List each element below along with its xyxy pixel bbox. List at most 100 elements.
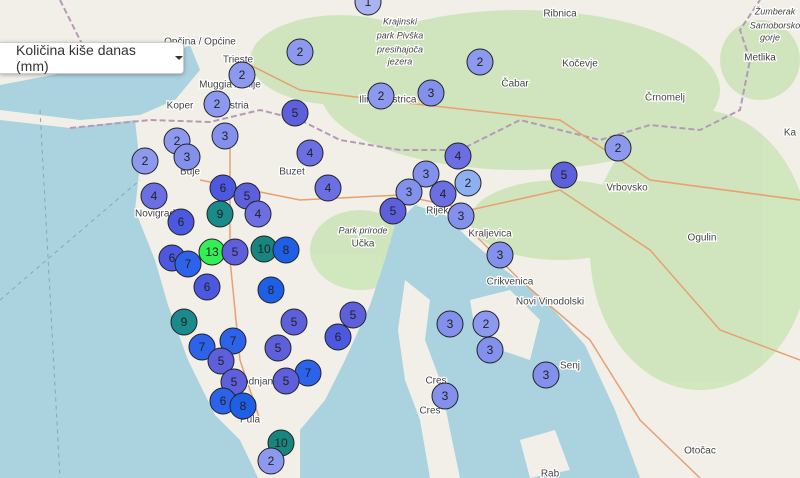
marker-circle[interactable] <box>444 142 472 170</box>
marker-circle[interactable] <box>140 182 168 210</box>
marker-circle[interactable] <box>228 61 256 89</box>
rain-marker[interactable]: 2 <box>604 134 632 162</box>
marker-circle[interactable] <box>229 392 257 420</box>
rain-marker[interactable]: 5 <box>264 334 292 362</box>
layer-dropdown[interactable]: Količina kiše danas (mm) <box>0 42 184 74</box>
rain-marker[interactable]: 3 <box>532 361 560 389</box>
marker-circle[interactable] <box>550 161 578 189</box>
rain-marker[interactable]: 9 <box>206 200 234 228</box>
rain-marker[interactable]: 6 <box>209 387 237 415</box>
rain-marker[interactable]: 3 <box>436 310 464 338</box>
rain-marker[interactable]: 5 <box>339 301 367 329</box>
rain-marker[interactable]: 10 <box>250 235 278 263</box>
marker-circle[interactable] <box>472 310 500 338</box>
rain-marker[interactable]: 3 <box>395 178 423 206</box>
marker-circle[interactable] <box>188 333 216 361</box>
rain-marker[interactable]: 4 <box>314 174 342 202</box>
rain-marker[interactable]: 5 <box>379 197 407 225</box>
marker-circle[interactable] <box>296 139 324 167</box>
marker-circle[interactable] <box>193 273 221 301</box>
marker-circle[interactable] <box>211 122 239 150</box>
marker-circle[interactable] <box>367 82 395 110</box>
rain-marker[interactable]: 2 <box>228 61 256 89</box>
rain-marker[interactable]: 5 <box>207 347 235 375</box>
rain-marker[interactable]: 8 <box>257 276 285 304</box>
rain-marker[interactable]: 9 <box>170 308 198 336</box>
marker-circle[interactable] <box>431 382 459 410</box>
rain-marker[interactable]: 2 <box>286 38 314 66</box>
rain-marker[interactable]: 7 <box>174 250 202 278</box>
marker-circle[interactable] <box>379 197 407 225</box>
rain-marker[interactable]: 6 <box>167 208 195 236</box>
marker-circle[interactable] <box>486 241 514 269</box>
rain-marker[interactable]: 1 <box>354 0 382 16</box>
marker-circle[interactable] <box>174 250 202 278</box>
marker-circle[interactable] <box>280 308 308 336</box>
rain-marker[interactable]: 2 <box>367 82 395 110</box>
marker-circle[interactable] <box>286 38 314 66</box>
rain-marker[interactable]: 5 <box>272 367 300 395</box>
marker-circle[interactable] <box>447 202 475 230</box>
marker-circle[interactable] <box>395 178 423 206</box>
marker-circle[interactable] <box>532 361 560 389</box>
rain-marker[interactable]: 2 <box>257 447 285 475</box>
marker-circle[interactable] <box>203 90 231 118</box>
rain-marker[interactable]: 2 <box>454 169 482 197</box>
marker-circle[interactable] <box>257 276 285 304</box>
marker-circle[interactable] <box>604 134 632 162</box>
rain-marker[interactable]: 5 <box>221 238 249 266</box>
rain-marker[interactable]: 2 <box>472 310 500 338</box>
marker-circle[interactable] <box>206 200 234 228</box>
marker-circle[interactable] <box>219 327 247 355</box>
marker-circle[interactable] <box>257 447 285 475</box>
rain-marker[interactable]: 2 <box>466 48 494 76</box>
rain-marker[interactable]: 13 <box>198 238 226 266</box>
rain-marker[interactable]: 4 <box>429 180 457 208</box>
marker-circle[interactable] <box>272 367 300 395</box>
marker-circle[interactable] <box>167 208 195 236</box>
rain-marker[interactable]: 3 <box>412 160 440 188</box>
marker-circle[interactable] <box>476 336 504 364</box>
marker-circle[interactable] <box>170 308 198 336</box>
marker-circle[interactable] <box>314 174 342 202</box>
rain-marker[interactable]: 8 <box>272 236 300 264</box>
marker-circle[interactable] <box>324 323 352 351</box>
rain-marker[interactable]: 3 <box>476 336 504 364</box>
rain-marker[interactable]: 6 <box>209 174 237 202</box>
rain-marker[interactable]: 4 <box>140 182 168 210</box>
rain-marker[interactable]: 3 <box>211 122 239 150</box>
rain-marker[interactable]: 3 <box>417 79 445 107</box>
rain-marker[interactable]: 4 <box>444 142 472 170</box>
marker-circle[interactable] <box>281 99 309 127</box>
marker-circle[interactable] <box>272 236 300 264</box>
rain-marker[interactable]: 5 <box>281 99 309 127</box>
marker-circle[interactable] <box>264 334 292 362</box>
marker-circle[interactable] <box>131 147 159 175</box>
marker-circle[interactable] <box>244 200 272 228</box>
rain-marker[interactable]: 3 <box>431 382 459 410</box>
rain-marker[interactable]: 7 <box>219 327 247 355</box>
rain-marker[interactable]: 4 <box>244 200 272 228</box>
rain-marker[interactable]: 4 <box>296 139 324 167</box>
marker-circle[interactable] <box>354 0 382 16</box>
marker-circle[interactable] <box>436 310 464 338</box>
marker-circle[interactable] <box>417 79 445 107</box>
marker-circle[interactable] <box>173 143 201 171</box>
marker-circle[interactable] <box>207 347 235 375</box>
rain-marker[interactable]: 6 <box>193 273 221 301</box>
rain-marker[interactable]: 5 <box>550 161 578 189</box>
marker-circle[interactable] <box>221 238 249 266</box>
rain-marker[interactable]: 3 <box>447 202 475 230</box>
marker-circle[interactable] <box>412 160 440 188</box>
rain-marker[interactable]: 6 <box>324 323 352 351</box>
marker-circle[interactable] <box>466 48 494 76</box>
marker-circle[interactable] <box>429 180 457 208</box>
marker-circle[interactable] <box>339 301 367 329</box>
rain-marker[interactable]: 8 <box>229 392 257 420</box>
rain-marker[interactable]: 2 <box>203 90 231 118</box>
rain-marker[interactable]: 3 <box>486 241 514 269</box>
rain-marker[interactable]: 2 <box>131 147 159 175</box>
rain-marker[interactable]: 5 <box>280 308 308 336</box>
marker-circle[interactable] <box>454 169 482 197</box>
rain-marker[interactable]: 3 <box>173 143 201 171</box>
